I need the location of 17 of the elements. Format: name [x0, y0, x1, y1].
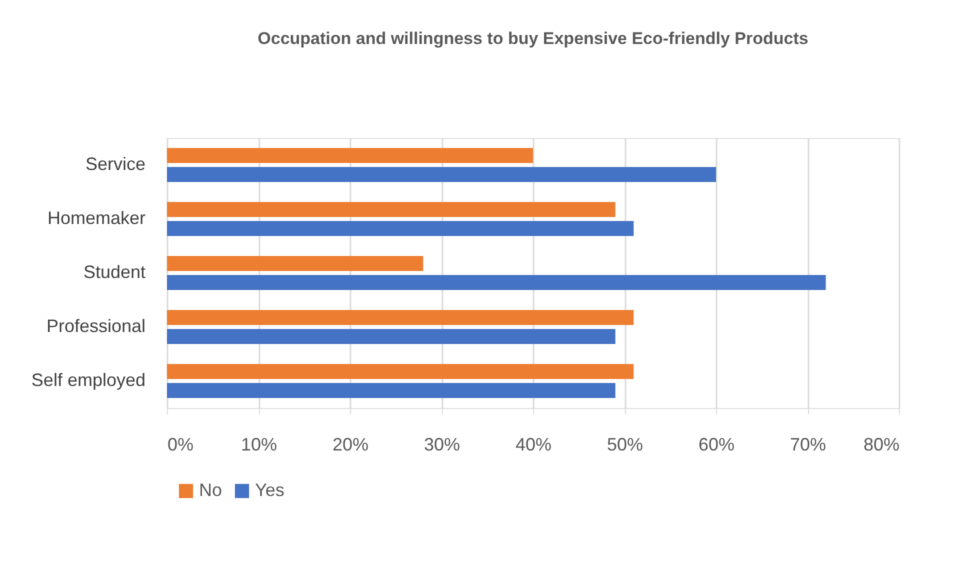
x-tick-label: 0% — [168, 434, 194, 454]
y-tick-label: Self employed — [31, 370, 146, 390]
chart-title: Occupation and willingness to buy Expensive Eco-friendly Products — [258, 29, 808, 48]
y-tick-label: Student — [83, 262, 146, 282]
x-tick-label: 50% — [606, 434, 644, 454]
x-tick-label: 80% — [863, 434, 900, 454]
x-tick-label: 20% — [332, 434, 369, 454]
x-tick-label: 60% — [698, 434, 735, 454]
x-tick-label: 30% — [424, 434, 460, 454]
y-tick-label: Homemaker — [47, 208, 146, 228]
legend-label: Yes — [255, 480, 284, 500]
x-tick-label: 40% — [515, 434, 552, 454]
y-tick-label: Professional — [46, 316, 146, 336]
legend-label: No — [199, 480, 222, 500]
x-tick-label: 70% — [790, 434, 826, 454]
x-tick-label: 10% — [240, 434, 278, 454]
y-tick-label: Service — [85, 154, 146, 174]
